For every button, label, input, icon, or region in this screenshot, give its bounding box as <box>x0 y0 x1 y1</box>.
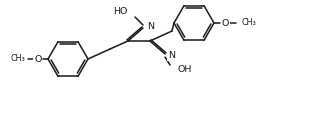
Text: O: O <box>34 55 41 63</box>
Text: N: N <box>147 22 154 31</box>
Text: CH₃: CH₃ <box>242 18 257 27</box>
Text: CH₃: CH₃ <box>10 54 25 63</box>
Text: HO: HO <box>113 7 127 16</box>
Text: O: O <box>222 18 229 28</box>
Text: OH: OH <box>177 64 191 74</box>
Text: N: N <box>168 51 175 61</box>
